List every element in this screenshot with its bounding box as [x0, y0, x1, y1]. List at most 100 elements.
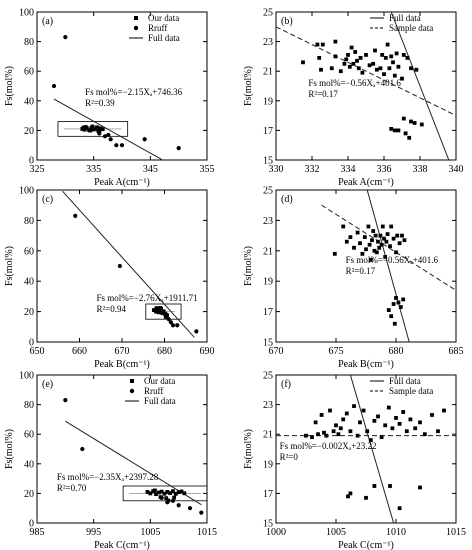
- regression-annotation: R²=0: [280, 452, 299, 462]
- our-data-point: [154, 309, 158, 314]
- sample-data-point: [409, 119, 413, 124]
- y-tick-label: 19: [263, 96, 273, 107]
- x-tick-label: 995: [86, 527, 101, 538]
- panel-label: (f): [281, 379, 291, 390]
- sample-data-point: [389, 127, 394, 131]
- sample-data-point: [372, 484, 377, 488]
- our-data-point: [90, 124, 95, 129]
- sample-data-point: [396, 64, 401, 69]
- plot-frame: [275, 189, 457, 343]
- regression-annotation: Fs mol%=−2.15Xₐ+746.36: [85, 87, 182, 97]
- x-tick-label: 330: [269, 164, 284, 175]
- rruff-point: [176, 503, 181, 508]
- legend-label: Our data: [148, 13, 179, 23]
- rruff-point: [170, 498, 176, 503]
- rruff-point: [106, 132, 111, 137]
- sample-data-point: [338, 69, 343, 74]
- sample-data-point: [304, 433, 308, 438]
- sample-data-point: [419, 122, 424, 127]
- sample-data-point: [365, 429, 370, 434]
- legend-marker-square: [134, 16, 138, 20]
- sample-data-point: [404, 429, 409, 434]
- our-data-point: [173, 491, 178, 496]
- sample-data-point: [383, 55, 388, 60]
- y-axis-label: Fs(mol%): [4, 246, 15, 286]
- our-data-point: [148, 491, 153, 496]
- x-axis-label: Peak C(cm⁻¹): [338, 540, 394, 550]
- our-data-point: [161, 309, 166, 314]
- y-tick-label: 40: [24, 459, 34, 470]
- regression-annotation: R²=0.17: [308, 89, 338, 99]
- regression-annotation: Fs mol%=−0.56Xₐ+401.6: [308, 78, 401, 88]
- error-bar-box: [122, 485, 208, 502]
- y-tick-label: 21: [263, 246, 273, 257]
- our-data-point: [100, 127, 105, 132]
- sample-data-point: [392, 128, 397, 133]
- sample-data-point: [341, 417, 346, 422]
- sample-data-point: [373, 48, 377, 53]
- sample-data-point: [407, 135, 412, 140]
- y-tick-label: 17: [263, 307, 273, 318]
- full-data-fit-line: [349, 374, 395, 524]
- sample-data-point: [396, 128, 401, 133]
- sample-data-point: [397, 241, 402, 246]
- sample-data-point: [346, 53, 350, 57]
- chart-panel-4: 985 995 1005 1015 0 20 40 60 80 100 Peak C(cm⁻¹) Fs…: [4, 371, 217, 550]
- y-tick-label: 0: [29, 519, 34, 530]
- sample-data-point: [348, 491, 353, 496]
- full-data-fit-line: [390, 11, 450, 161]
- our-data-point: [165, 490, 170, 494]
- plot-frame: [275, 11, 457, 161]
- x-tick-label: 1010: [386, 527, 406, 538]
- sample-data-point: [368, 438, 373, 443]
- sample-data-point: [341, 224, 346, 229]
- sample-data-point: [397, 421, 402, 426]
- x-tick-label: 336: [377, 164, 392, 175]
- sample-data-point: [405, 55, 410, 60]
- sample-data-point: [373, 233, 378, 238]
- regression-annotation: R²=0.39: [85, 98, 115, 108]
- our-data-point: [168, 491, 173, 496]
- legend-label: Rruff: [148, 23, 167, 33]
- x-tick-label: 985: [30, 527, 45, 538]
- y-tick-label: 20: [24, 126, 34, 137]
- sample-data-point: [382, 72, 386, 77]
- sample-data-point: [390, 426, 395, 431]
- y-tick-label: 25: [263, 8, 273, 19]
- sample-data-point: [355, 433, 360, 438]
- our-data-point: [172, 495, 177, 500]
- y-tick-label: 100: [19, 371, 34, 382]
- sample-data-point: [320, 42, 325, 47]
- y-tick-label: 17: [263, 489, 273, 500]
- rruff-point: [187, 506, 193, 511]
- sample-data-point: [418, 485, 422, 490]
- sample-data-point: [344, 239, 349, 244]
- sample-data-point: [319, 413, 324, 417]
- regression-annotation: Fs mol%=−2.35Xₐ+2397.28: [57, 472, 159, 482]
- sample-data-point: [301, 60, 305, 65]
- regression-annotation: Fs mol%=−2.76Xₐ+1911.71: [97, 293, 198, 303]
- sample-data-point: [352, 404, 356, 408]
- y-tick-label: 40: [24, 96, 34, 107]
- x-tick-label: 660: [72, 346, 87, 357]
- sample-data-point: [387, 66, 392, 71]
- y-tick-label: 19: [263, 277, 273, 288]
- our-data-point: [179, 489, 184, 494]
- sample-data-point: [331, 429, 336, 434]
- sample-data-point: [383, 423, 388, 428]
- y-tick-label: 100: [19, 8, 34, 19]
- panel-label: (b): [281, 16, 293, 27]
- our-data-point: [164, 496, 169, 501]
- rruff-point: [175, 323, 180, 328]
- error-bar-box: [57, 121, 129, 137]
- x-tick-label: 670: [115, 346, 130, 357]
- rruff-point: [63, 398, 68, 403]
- sample-data-point: [397, 506, 402, 511]
- sample-data-point: [333, 39, 338, 44]
- legend-label: Our data: [144, 376, 175, 386]
- sample-data-point: [376, 414, 380, 419]
- panel-label: (e): [42, 379, 53, 390]
- rruff-point: [168, 320, 173, 325]
- sample-data-point: [380, 53, 385, 57]
- rruff-point: [102, 134, 108, 139]
